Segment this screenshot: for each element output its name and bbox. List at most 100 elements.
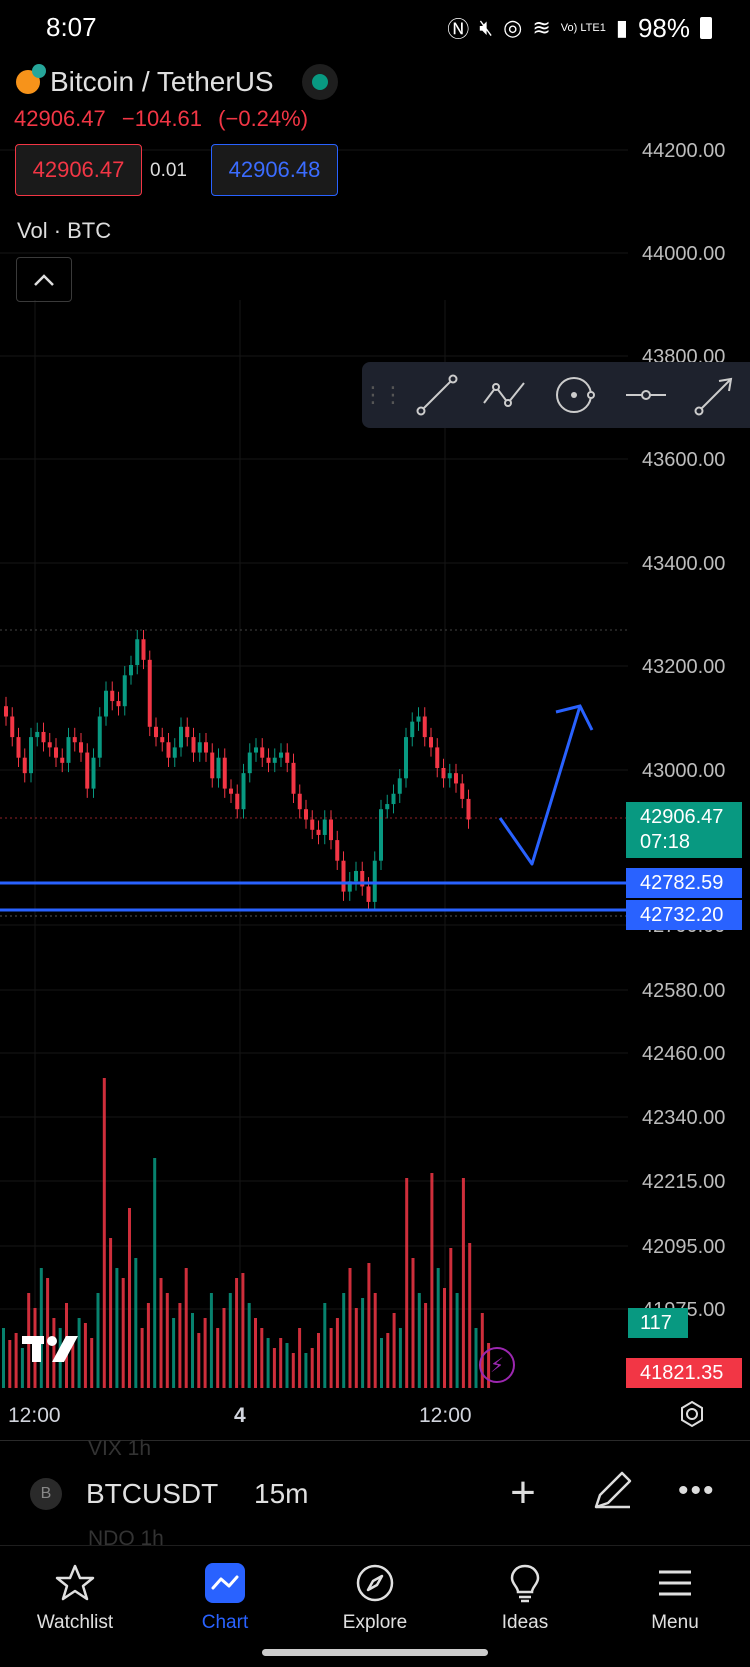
drawing-toolbar[interactable]: ⋮⋮ xyxy=(362,362,750,428)
volume-bar xyxy=(247,1303,251,1388)
buy-button[interactable]: 42906.48 xyxy=(211,144,338,196)
lightning-icon[interactable]: ⚡ xyxy=(479,1347,515,1383)
compass-icon xyxy=(355,1558,395,1608)
price-chart[interactable]: 44200.0044000.0043800.0043600.0043400.00… xyxy=(0,0,750,1400)
status-time: 8:07 xyxy=(46,12,97,42)
interval-selector[interactable]: 15m xyxy=(254,1478,309,1509)
candle-body xyxy=(291,762,296,794)
volume-bar xyxy=(197,1333,201,1388)
symbol-selector[interactable]: BTCUSDT xyxy=(86,1478,219,1509)
path-icon xyxy=(483,382,526,407)
volume-bar xyxy=(323,1303,327,1388)
candle-body xyxy=(216,757,221,779)
nav-ideas[interactable]: Ideas xyxy=(450,1546,600,1667)
bitcoin-icon xyxy=(16,64,46,94)
candle-body xyxy=(347,881,352,892)
nav-menu[interactable]: Menu xyxy=(600,1546,750,1667)
more-icon[interactable]: ••• xyxy=(678,1474,716,1507)
volume-bar xyxy=(461,1178,465,1388)
candle-body xyxy=(297,793,302,810)
trend-line-icon xyxy=(416,374,458,416)
symbol-header[interactable]: Bitcoin / TetherUS xyxy=(16,64,338,100)
battery-percent: 98% xyxy=(637,12,690,43)
volume-bar xyxy=(279,1338,283,1388)
volume-bar xyxy=(367,1263,371,1388)
volume-bar xyxy=(392,1313,396,1388)
candle-body xyxy=(279,752,283,758)
volume-bar xyxy=(121,1278,125,1388)
volume-bar xyxy=(443,1288,446,1388)
circle-tool[interactable] xyxy=(541,362,611,428)
path-tool[interactable] xyxy=(472,362,542,428)
nav-explore[interactable]: Explore xyxy=(300,1546,450,1667)
volume-bar xyxy=(329,1328,333,1388)
nav-label: Chart xyxy=(201,1612,249,1633)
signal-icon: ▮ xyxy=(615,15,628,40)
price-tick-label: 42580.00 xyxy=(642,980,725,1002)
volume-bar xyxy=(71,1338,75,1388)
candle-body xyxy=(322,819,327,835)
drawing-pencil-icon[interactable] xyxy=(590,1469,634,1518)
volume-legend[interactable]: Vol · BTC xyxy=(17,218,112,243)
candle-body xyxy=(72,737,77,743)
horizontal-ray-tool[interactable] xyxy=(611,362,681,428)
nav-watchlist[interactable]: Watchlist xyxy=(0,1546,150,1667)
arrow-icon xyxy=(694,377,733,416)
divider xyxy=(0,1440,750,1441)
candle-body xyxy=(229,788,233,794)
candle-body xyxy=(379,809,383,861)
drag-handle-icon[interactable]: ⋮⋮ xyxy=(362,382,404,407)
volume-bar xyxy=(178,1303,182,1388)
horizontal-line-tag-1[interactable]: 42782.59 xyxy=(626,868,742,898)
volume-bar xyxy=(20,1348,24,1388)
candle-body xyxy=(85,752,90,789)
candle-body xyxy=(391,793,396,805)
candle-body xyxy=(235,793,240,810)
volume-bar xyxy=(474,1328,478,1388)
volume-bar xyxy=(348,1268,352,1388)
last-price: 42906.47 xyxy=(14,106,106,131)
candle-body xyxy=(354,871,358,882)
price-tick-label: 43000.00 xyxy=(642,760,725,782)
candle-body xyxy=(104,690,108,717)
home-indicator[interactable] xyxy=(262,1649,488,1656)
time-label-1: 12:00 xyxy=(8,1404,61,1427)
volume-bar xyxy=(140,1328,144,1388)
candle-body xyxy=(435,747,440,768)
volume-bar xyxy=(128,1208,131,1388)
volume-bar xyxy=(430,1173,434,1388)
candle-body xyxy=(410,721,415,738)
sell-button[interactable]: 42906.47 xyxy=(15,144,142,196)
volume-bar xyxy=(184,1268,188,1388)
candle-body xyxy=(22,757,27,774)
collapse-legend-button[interactable] xyxy=(16,257,72,302)
nav-chart[interactable]: Chart xyxy=(150,1546,300,1667)
price-tick-label: 42460.00 xyxy=(642,1043,725,1065)
volume-bar xyxy=(411,1258,415,1388)
candle-body xyxy=(366,886,371,902)
trend-line-tool[interactable] xyxy=(402,362,472,428)
volume-bar xyxy=(310,1348,314,1388)
price-tick-label: 42215.00 xyxy=(642,1171,725,1193)
arrow-tool[interactable] xyxy=(680,362,750,428)
volume-bar xyxy=(317,1333,320,1388)
volume-bar xyxy=(209,1293,213,1388)
nfc-icon: Ⓝ xyxy=(447,17,470,42)
candle-body xyxy=(154,726,158,738)
horizontal-line-tag-2[interactable]: 42732.20 xyxy=(626,900,742,930)
price-axis: 44200.0044000.0043800.0043600.0043400.00… xyxy=(642,140,725,1321)
symbol-title[interactable]: Bitcoin / TetherUS xyxy=(50,66,274,97)
volume-bar xyxy=(455,1293,459,1388)
market-status-icon[interactable] xyxy=(301,64,338,100)
add-icon[interactable]: + xyxy=(510,1468,536,1517)
last-price-tag: 42906.47 07:18 xyxy=(626,802,742,858)
volume-bar xyxy=(90,1338,94,1388)
volume-bar xyxy=(83,1323,87,1388)
candle-body xyxy=(241,773,246,810)
volume-bar xyxy=(405,1178,409,1388)
chart-settings-icon[interactable] xyxy=(678,1400,706,1433)
candle-body xyxy=(304,809,308,820)
price-tick-label: 44000.00 xyxy=(642,243,725,265)
candle-body xyxy=(385,804,390,810)
volume-bar xyxy=(77,1318,81,1388)
